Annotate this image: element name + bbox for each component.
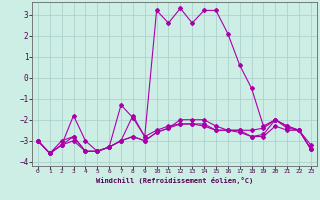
X-axis label: Windchill (Refroidissement éolien,°C): Windchill (Refroidissement éolien,°C)	[96, 177, 253, 184]
